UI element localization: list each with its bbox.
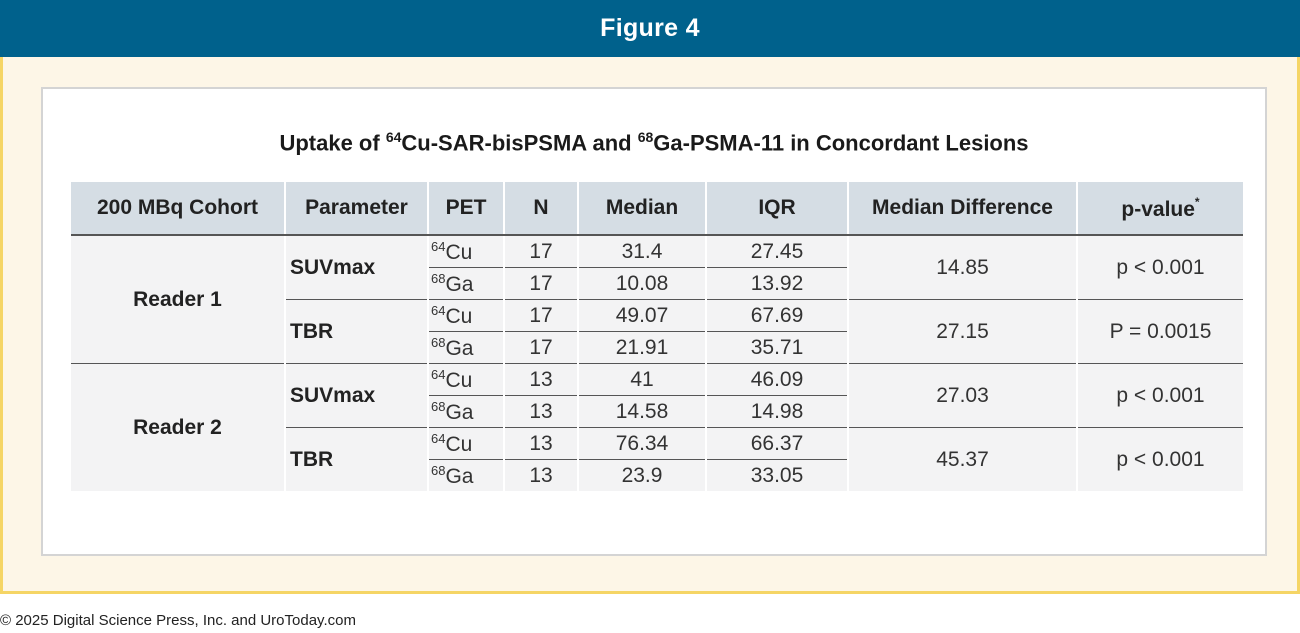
- n-value: 17: [503, 267, 578, 300]
- table-row: TBR 64Cu 13 76.34 66.37 45.37 p < 0.001: [71, 427, 1243, 491]
- median-difference-value: 14.85: [847, 235, 1077, 300]
- header-n: N: [503, 182, 578, 236]
- header-median: Median: [577, 182, 706, 236]
- header-cohort: 200 MBq Cohort: [71, 182, 285, 236]
- table-row: 68Ga 13 14.58 14.98: [71, 395, 1243, 428]
- iqr-value: 67.69: [705, 299, 848, 332]
- p-value: P = 0.0015: [1076, 299, 1243, 364]
- table-row: 68Ga 17 10.08 13.92: [71, 267, 1243, 300]
- header-p-value: p-value*: [1076, 182, 1243, 236]
- table-row: 68Ga 17 21.91 35.71: [71, 331, 1243, 364]
- median-value: 76.34: [577, 427, 706, 460]
- header-parameter: Parameter: [284, 182, 428, 236]
- pet-element: Cu: [445, 368, 473, 392]
- pet-tracer: 68Ga: [427, 459, 504, 491]
- iqr-value: 66.37: [705, 427, 848, 460]
- figure-title: Figure 4: [600, 14, 700, 42]
- median-value: 21.91: [577, 331, 706, 364]
- pet-element: Ga: [445, 272, 474, 296]
- pet-tracer: 64Cu: [427, 299, 504, 332]
- table-row: 68Ga 13 23.9 33.05: [71, 459, 1243, 491]
- n-value: 17: [503, 235, 578, 268]
- n-value: 13: [503, 459, 578, 491]
- median-value: 10.08: [577, 267, 706, 300]
- median-difference-value: 45.37: [847, 427, 1077, 491]
- median-difference-value: 27.15: [847, 299, 1077, 364]
- pet-mass-number: 68: [431, 334, 446, 350]
- pet-tracer: 68Ga: [427, 267, 504, 300]
- median-value: 41: [577, 363, 706, 396]
- table-row: TBR 64Cu 17 49.07 67.69 27.15 P = 0.0015: [71, 299, 1243, 364]
- reader-label: Reader 2: [71, 363, 285, 491]
- median-value: 23.9: [577, 459, 706, 491]
- uptake-table: 200 MBq Cohort Parameter PET N Median IQ…: [71, 182, 1243, 491]
- iqr-value: 13.92: [705, 267, 848, 300]
- pet-tracer: 68Ga: [427, 331, 504, 364]
- table-row: Reader 2 SUVmax 64Cu 13 41 46.09 27.03 p < 0.00…: [71, 363, 1243, 491]
- header-pet: PET: [427, 182, 504, 236]
- median-value: 14.58: [577, 395, 706, 428]
- pet-mass-number: 64: [431, 366, 446, 382]
- pet-mass-number: 68: [431, 270, 446, 286]
- p-value: p < 0.001: [1076, 235, 1243, 300]
- pet-element: Ga: [445, 464, 474, 488]
- pet-mass-number: 64: [431, 430, 446, 446]
- figure-frame: Uptake of 64Cu-SAR-bisPSMA and 68Ga-PSMA…: [0, 57, 1300, 594]
- table-card: Uptake of 64Cu-SAR-bisPSMA and 68Ga-PSMA…: [41, 87, 1267, 556]
- pet-mass-number: 68: [431, 462, 446, 478]
- parameter-name: TBR: [284, 299, 428, 364]
- pet-element: Cu: [445, 432, 473, 456]
- parameter-name: SUVmax: [284, 363, 428, 428]
- median-value: 31.4: [577, 235, 706, 268]
- iqr-value: 27.45: [705, 235, 848, 268]
- table-body: Reader 1 SUVmax 64Cu 17 31.4 27.45 14.85 p < 0.…: [71, 235, 1243, 491]
- n-value: 17: [503, 331, 578, 364]
- parameter-name: TBR: [284, 427, 428, 491]
- pet-tracer: 64Cu: [427, 235, 504, 268]
- iqr-value: 33.05: [705, 459, 848, 491]
- pet-element: Cu: [445, 240, 473, 264]
- pet-mass-number: 68: [431, 398, 446, 414]
- pet-tracer: 64Cu: [427, 427, 504, 460]
- iqr-value: 14.98: [705, 395, 848, 428]
- median-value: 49.07: [577, 299, 706, 332]
- copyright-notice: © 2025 Digital Science Press, Inc. and U…: [0, 612, 356, 629]
- iqr-value: 35.71: [705, 331, 848, 364]
- pet-element: Cu: [445, 304, 473, 328]
- table-header-row: 200 MBq Cohort Parameter PET N Median IQ…: [71, 182, 1243, 236]
- iqr-value: 46.09: [705, 363, 848, 396]
- parameter-name: SUVmax: [284, 235, 428, 300]
- n-value: 13: [503, 427, 578, 460]
- median-difference-value: 27.03: [847, 363, 1077, 428]
- header-iqr: IQR: [705, 182, 848, 236]
- figure-banner: Figure 4: [0, 0, 1300, 57]
- pet-element: Ga: [445, 336, 474, 360]
- reader-label: Reader 1: [71, 235, 285, 364]
- pet-mass-number: 64: [431, 238, 446, 254]
- pet-element: Ga: [445, 400, 474, 424]
- n-value: 17: [503, 299, 578, 332]
- header-median-difference: Median Difference: [847, 182, 1077, 236]
- pet-tracer: 68Ga: [427, 395, 504, 428]
- table-title: Uptake of 64Cu-SAR-bisPSMA and 68Ga-PSMA…: [279, 129, 1029, 156]
- n-value: 13: [503, 363, 578, 396]
- p-value: p < 0.001: [1076, 427, 1243, 491]
- table-row: Reader 1 SUVmax 64Cu 17 31.4 27.45 14.85 p < 0.…: [71, 235, 1243, 364]
- n-value: 13: [503, 395, 578, 428]
- pet-tracer: 64Cu: [427, 363, 504, 396]
- p-value: p < 0.001: [1076, 363, 1243, 428]
- pet-mass-number: 64: [431, 302, 446, 318]
